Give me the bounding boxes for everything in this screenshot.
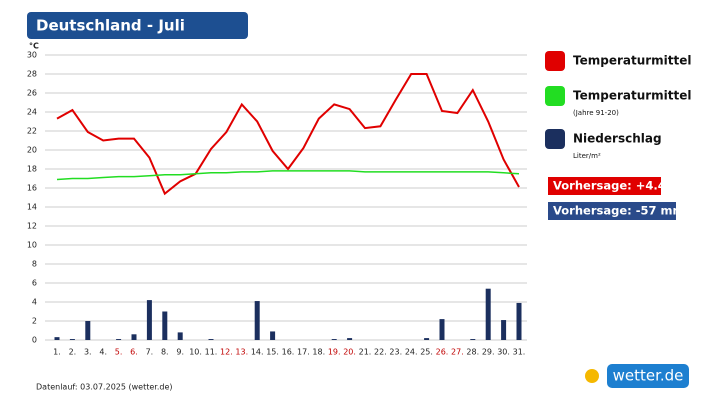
x-tick-label: 13. xyxy=(235,348,248,357)
y-tick-label: 2 xyxy=(32,317,37,326)
y-tick-label: 28 xyxy=(27,70,37,79)
x-tick-label: 8. xyxy=(161,348,169,357)
y-tick-label: 4 xyxy=(32,298,37,307)
line xyxy=(56,73,520,196)
legend-subtitle: (Jahre 91-20) xyxy=(573,109,619,117)
badge-text: Vorhersage: -57 mm xyxy=(553,204,685,218)
x-tick-label: 7. xyxy=(146,348,154,357)
x-tick-label: 4. xyxy=(99,348,107,357)
bar xyxy=(116,339,122,340)
x-tick-label: 18. xyxy=(312,348,325,357)
line xyxy=(56,170,520,181)
x-tick-label: 29. xyxy=(482,348,495,357)
bar xyxy=(131,334,137,340)
y-tick-label: 12 xyxy=(27,222,37,231)
bar xyxy=(501,320,507,340)
badge-box xyxy=(548,202,676,220)
bar xyxy=(270,331,276,340)
logo-sun xyxy=(585,369,599,383)
y-tick-label: 6 xyxy=(32,279,37,288)
logo: wetter.de xyxy=(585,364,689,388)
logo-box xyxy=(607,364,689,388)
y-tick-label: 16 xyxy=(27,184,37,193)
y-axis-label: °C xyxy=(29,42,39,51)
x-tick-label: 19. xyxy=(328,348,341,357)
x-tick-label: 24. xyxy=(405,348,418,357)
bar xyxy=(347,338,353,340)
bar xyxy=(254,301,260,340)
badge-text: Vorhersage: +4.4° xyxy=(553,179,672,193)
x-tick-label: 30. xyxy=(497,348,510,357)
x-tick-label: 31. xyxy=(513,348,526,357)
legend-label: Temperaturmittel xyxy=(573,54,692,68)
x-tick-label: 28. xyxy=(466,348,479,357)
y-tick-label: 20 xyxy=(27,146,37,155)
x-tick-label: 1. xyxy=(53,348,61,357)
x-tick-label: 5. xyxy=(115,348,123,357)
bar xyxy=(424,338,430,340)
logo-text: wetter.de xyxy=(613,367,684,385)
x-tick-label: 20. xyxy=(343,348,356,357)
legend-swatch xyxy=(545,129,565,149)
x-tick-label: 10. xyxy=(189,348,202,357)
x-tick-label: 6. xyxy=(130,348,138,357)
y-tick-label: 0 xyxy=(32,336,37,345)
legend-swatch xyxy=(545,51,565,71)
bar xyxy=(470,339,476,340)
y-tick-label: 18 xyxy=(27,165,37,174)
chart-title: Deutschland - Juli xyxy=(36,17,185,35)
x-tick-label: 23. xyxy=(389,348,402,357)
bar xyxy=(162,311,168,340)
x-tick-label: 12. xyxy=(220,348,233,357)
footer: Datenlauf: 03.07.2025 (wetter.de) xyxy=(36,383,173,392)
title-box xyxy=(27,12,248,39)
legend-label: Niederschlag xyxy=(573,132,662,146)
x-tick-label: 27. xyxy=(451,348,464,357)
bar xyxy=(439,319,445,340)
x-tick-label: 22. xyxy=(374,348,387,357)
x-tick-label: 15. xyxy=(266,348,279,357)
y-tick-label: 22 xyxy=(27,127,37,136)
y-tick-label: 14 xyxy=(27,203,37,212)
x-tick-label: 17. xyxy=(297,348,310,357)
y-tick-label: 24 xyxy=(27,108,37,117)
legend-label: Temperaturmittel xyxy=(573,89,692,103)
legend-swatch xyxy=(545,86,565,106)
y-tick-label: 10 xyxy=(27,241,37,250)
bar xyxy=(177,332,183,340)
bar xyxy=(516,302,522,340)
bar xyxy=(208,339,214,340)
x-tick-label: 21. xyxy=(359,348,372,357)
x-tick-label: 2. xyxy=(69,348,77,357)
y-tick-label: 8 xyxy=(32,260,37,269)
x-tick-label: 16. xyxy=(282,348,295,357)
bar xyxy=(69,339,75,340)
x-tick-label: 9. xyxy=(176,348,184,357)
bar xyxy=(485,288,491,340)
x-tick-label: 11. xyxy=(205,348,218,357)
x-tick-label: 14. xyxy=(251,348,264,357)
bar xyxy=(146,300,152,340)
bar xyxy=(54,337,60,340)
x-tick-label: 26. xyxy=(436,348,449,357)
y-tick-label: 30 xyxy=(27,51,37,60)
x-tick-label: 25. xyxy=(420,348,433,357)
bar xyxy=(331,339,337,340)
x-tick-label: 3. xyxy=(84,348,92,357)
badge-box xyxy=(548,177,661,195)
bar xyxy=(85,321,91,340)
legend-subtitle: Liter/m² xyxy=(573,152,601,160)
y-tick-label: 26 xyxy=(27,89,37,98)
